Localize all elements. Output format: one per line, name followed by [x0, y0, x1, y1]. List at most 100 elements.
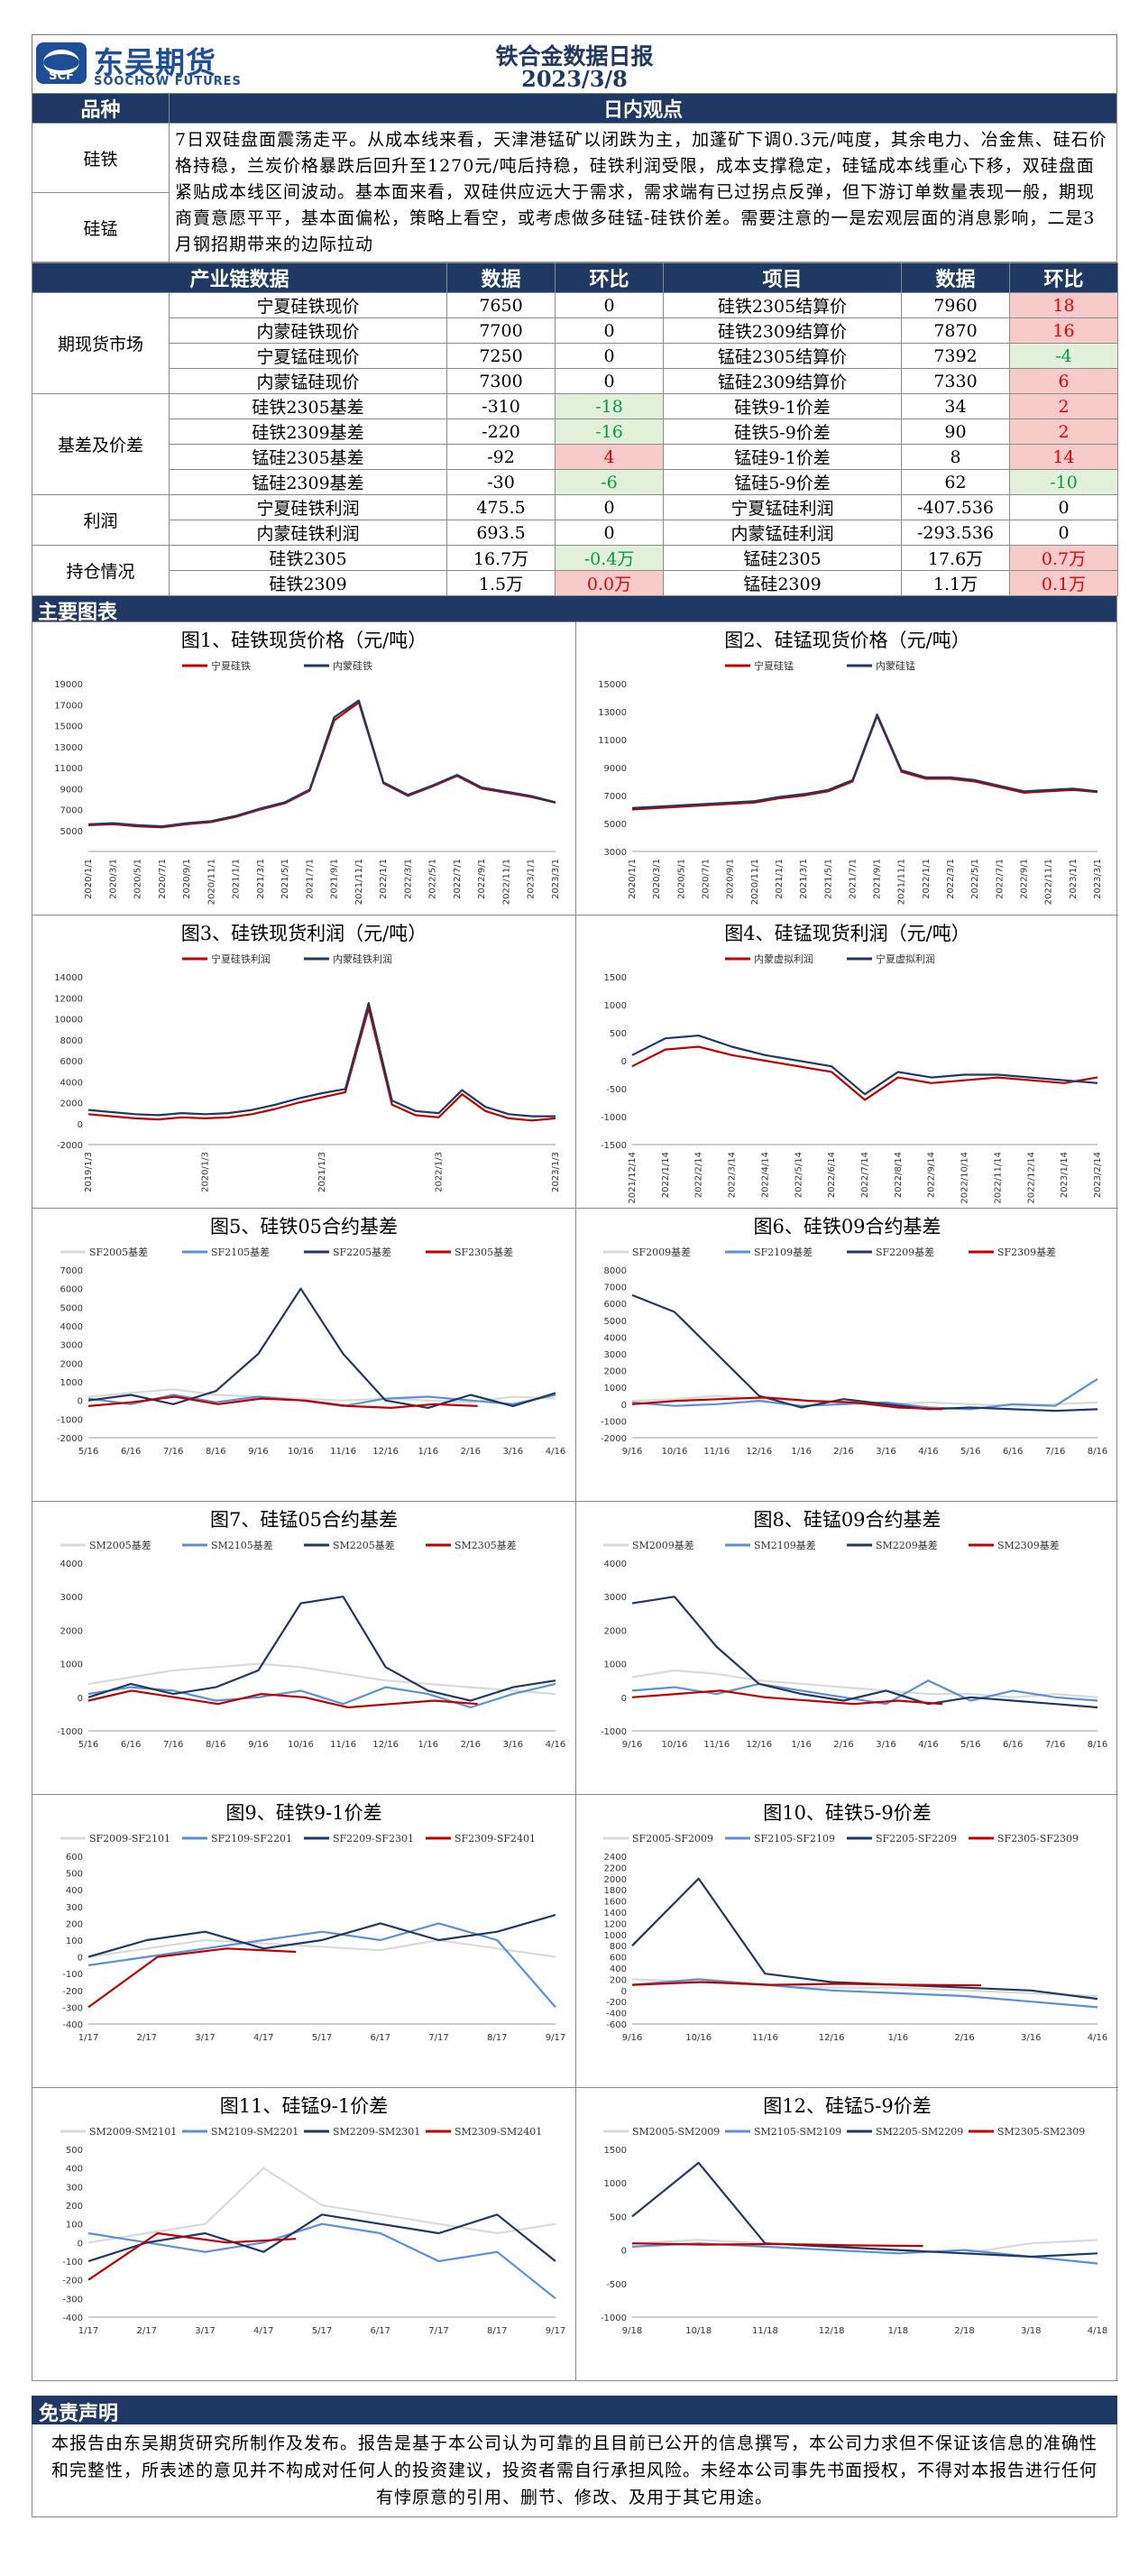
y-tick-label: 5000: [60, 1303, 83, 1313]
y-tick-label: 2400: [604, 1853, 627, 1863]
x-tick-label: 3/16: [1021, 2033, 1041, 2043]
table-row: 硅铁2309 1.5万 0.0万 锰硅2309 1.1万 0.1万: [32, 570, 1119, 596]
x-tick-label: 2022/6/14: [827, 1152, 837, 1198]
y-tick-label: -1500: [601, 1141, 627, 1151]
series-line-4: [87, 1689, 478, 1709]
y-tick-label: -1000: [601, 1727, 627, 1737]
x-tick-label: 5/16: [78, 1447, 98, 1457]
charts-section-title: 主要图表: [32, 596, 1117, 624]
row-label: 宁夏硅铁现价: [168, 292, 448, 318]
row-change: 0: [555, 520, 665, 546]
chart-svg: 宁夏硅铁 内蒙硅铁 5000 7000 9000 11000 13000 15000 17000…: [54, 659, 561, 905]
item-change: 16: [1009, 317, 1119, 344]
y-tick-label: 4000: [60, 1322, 83, 1332]
series-line-3: [631, 1877, 1098, 2001]
y-tick-label: 500: [610, 2213, 627, 2222]
x-tick-label: 11/16: [752, 2033, 778, 2043]
y-tick-label: -1000: [601, 1113, 627, 1123]
x-tick-label: 2020/1/1: [628, 859, 638, 899]
x-tick-label: 2020/9/1: [726, 859, 736, 899]
row-label: 宁夏锰硅现价: [168, 343, 448, 369]
table-row: 利润 宁夏硅铁利润 475.5 0 宁夏锰硅利润 -407.536 0: [32, 494, 1119, 546]
y-tick-label: 11000: [54, 764, 83, 774]
row-change: 0.0万: [555, 570, 665, 596]
y-tick-label: 200: [610, 1975, 627, 1985]
x-tick-label: 12/16: [746, 1740, 772, 1750]
item-change: 2: [1009, 419, 1119, 445]
x-tick-label: 8/16: [1088, 1740, 1107, 1750]
item-value: 7392: [901, 343, 1011, 369]
disclaimer-text: 本报告由东吴期货研究所制作及发布。报告是基于本公司认为可靠的且目前已公开的信息撰…: [32, 2424, 1117, 2517]
item-label: 硅铁9-1价差: [663, 393, 903, 419]
x-tick-label: 2021/5/1: [823, 859, 833, 899]
x-tick-label: 2/17: [137, 2033, 157, 2043]
y-tick-label: 4000: [604, 1559, 627, 1569]
y-tick-label: -400: [606, 2010, 627, 2019]
y-tick-label: 5000: [60, 827, 83, 837]
y-tick-label: -1000: [601, 1417, 627, 1427]
y-tick-label: -1000: [601, 2314, 627, 2323]
y-tick-label: -200: [606, 1998, 627, 2008]
series-line-1: [631, 714, 1098, 811]
y-tick-label: 0: [621, 1057, 627, 1067]
report-page: SCF 东吴期货 SOOCHOW FUTURES 铁合金数据日报 2023/3/…: [31, 34, 1119, 2517]
x-tick-label: 2020/1/3: [201, 1152, 211, 1192]
item-value: -293.536: [901, 520, 1011, 546]
row-change: -6: [555, 469, 665, 495]
table-row: 基差及价差 硅铁2305基差 -310 -18 硅铁9-1价差 34 2: [32, 393, 1119, 495]
x-tick-label: 2022/2/14: [694, 1152, 704, 1198]
item-value: 62: [901, 469, 1011, 495]
x-tick-label: 5/16: [78, 1740, 98, 1750]
x-tick-label: 1/16: [791, 1447, 811, 1457]
x-tick-label: 3/18: [1021, 2326, 1041, 2336]
x-tick-label: 2/16: [833, 1447, 853, 1457]
x-tick-label: 1/16: [418, 1740, 437, 1750]
x-tick-label: 9/17: [546, 2033, 565, 2043]
y-tick-label: 0: [621, 1401, 627, 1411]
x-tick-label: 2022/3/1: [403, 859, 413, 899]
row-change: 4: [555, 444, 665, 470]
x-tick-label: 9/17: [546, 2326, 565, 2336]
legend-label: 内蒙硅铁: [333, 659, 372, 672]
y-tick-label: 2000: [60, 1099, 83, 1109]
y-tick-label: 0: [78, 1120, 83, 1130]
table-header-0: 产业链数据: [31, 262, 448, 293]
x-tick-label: 2020/9/1: [182, 859, 192, 899]
row-label: 内蒙硅铁利润: [168, 520, 448, 546]
company-logo: SCF 东吴期货 SOOCHOW FUTURES: [36, 39, 253, 89]
y-tick-label: 1000: [604, 2179, 627, 2189]
x-tick-label: 3/16: [876, 1447, 895, 1457]
y-tick-label: -500: [606, 2280, 627, 2290]
y-tick-label: 1600: [604, 1898, 627, 1908]
x-tick-label: 3/17: [195, 2326, 215, 2336]
x-tick-label: 2022/11/1: [1044, 859, 1054, 905]
y-tick-label: 3000: [604, 1593, 627, 1603]
y-tick-label: -100: [62, 1970, 83, 1980]
legend-label: 宁夏硅铁: [211, 659, 251, 672]
row-label: 内蒙锰硅现价: [168, 368, 448, 394]
y-tick-label: -400: [62, 2314, 83, 2323]
x-tick-label: 5/17: [312, 2033, 332, 2043]
series-line-1: [631, 1045, 1098, 1101]
table-group-label: 利润: [32, 494, 170, 546]
x-tick-label: 3/16: [503, 1740, 523, 1750]
chart-svg: SF2005基差 SF2105基差 SF2205基差 SF2305基差 -2000 -10…: [57, 1246, 565, 1457]
chart-panel-6: 图6、硅铁09合约基差 SF2009基差 SF2109基差 SF2209基差 SF230…: [576, 1209, 1118, 1502]
chart-svg: 内蒙虚拟利润 宁夏虚拟利润 -1500 -1000 -500 0 500 1000 1500 20…: [601, 952, 1103, 1204]
legend-label: SM2009-SM2101: [89, 2126, 177, 2138]
legend-label: 内蒙硅锰: [876, 659, 915, 672]
x-tick-label: 2/16: [461, 1740, 481, 1750]
y-tick-label: 19000: [54, 680, 83, 690]
x-tick-label: 4/16: [546, 1447, 565, 1457]
x-tick-label: 2021/7/1: [848, 859, 858, 899]
table-row: 锰硅2305基差 -92 4 锰硅9-1价差 8 14: [32, 444, 1119, 470]
x-tick-label: 2020/5/1: [676, 859, 686, 899]
chart-title: 图4、硅锰现货利润（元/吨）: [724, 923, 970, 944]
table-group-label: 基差及价差: [32, 393, 170, 495]
y-tick-label: 1000: [604, 1384, 627, 1394]
y-tick-label: 600: [66, 1853, 83, 1863]
y-tick-label: 500: [610, 1029, 627, 1039]
chart-title: 图1、硅铁现货价格（元/吨）: [180, 630, 427, 651]
x-tick-label: 7/17: [428, 2033, 448, 2043]
y-tick-label: 14000: [54, 973, 83, 983]
